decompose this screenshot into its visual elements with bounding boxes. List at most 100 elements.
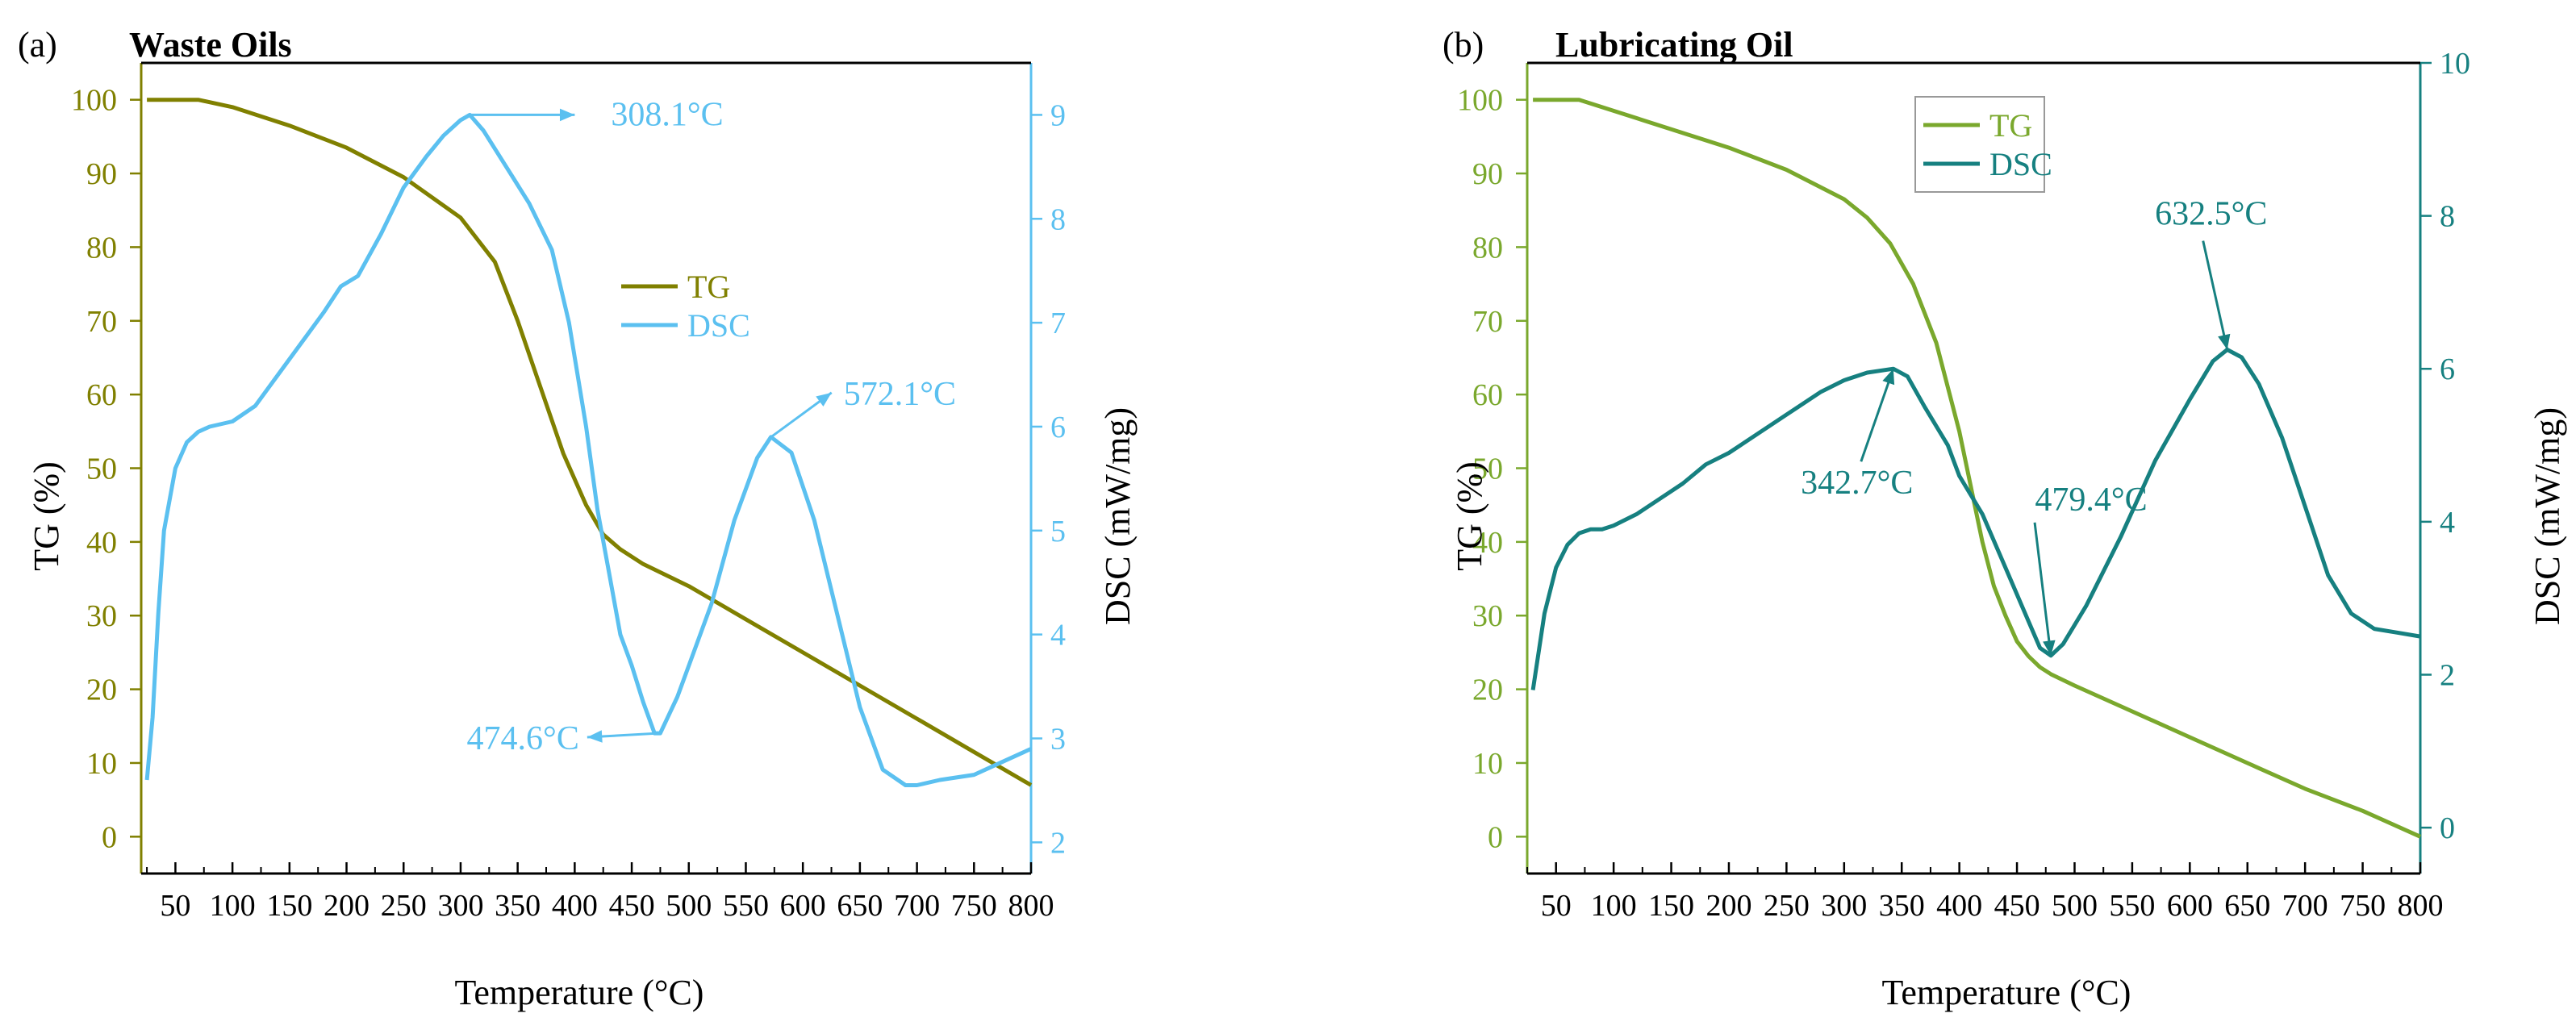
annotation-label: 632.5°C xyxy=(2155,196,2267,233)
right-tick-label: 0 xyxy=(2440,811,2455,845)
panel-a-waste-oils: (a) Waste Oils 50 100 150 200 250 300 350 400 45… xyxy=(18,25,1138,1012)
left-tick-label: 20 xyxy=(86,673,117,707)
x-tick-label: 250 xyxy=(1764,889,1810,923)
right-tick-label: 5 xyxy=(1050,515,1066,548)
series-line-dsc xyxy=(144,112,1033,787)
panel-b-tag: (b) xyxy=(1442,25,1484,65)
x-tick-label: 600 xyxy=(780,889,826,923)
x-tick-label: 100 xyxy=(1591,889,1637,923)
annotation-arrowhead xyxy=(816,392,832,407)
x-tick-label: 700 xyxy=(894,889,940,923)
left-tick-label: 20 xyxy=(1472,673,1503,707)
x-tick-label: 150 xyxy=(1648,889,1694,923)
left-tick-label: 80 xyxy=(1472,231,1503,265)
left-tick-label: 30 xyxy=(1472,599,1503,633)
left-tick-label: 90 xyxy=(86,157,117,191)
x-tick-label: 400 xyxy=(1936,889,1982,923)
annotation-arrowhead xyxy=(587,730,603,743)
series-line-dsc xyxy=(1530,348,2421,690)
panel-a-right-axis-title: DSC (mW/mg) xyxy=(1098,407,1138,625)
left-tick-label: 70 xyxy=(86,305,117,339)
legend-label-dsc: DSC xyxy=(1989,146,2052,182)
panel-b-right-axis-title: DSC (mW/mg) xyxy=(2528,407,2567,625)
left-tick-label: 50 xyxy=(1472,452,1503,486)
panel-b-x-axis-title: Temperature (°C) xyxy=(1882,973,2131,1012)
left-tick-label: 90 xyxy=(1472,157,1503,191)
x-tick-label: 350 xyxy=(495,889,541,923)
annotation-label: 342.7°C xyxy=(1801,465,1913,502)
right-tick-label: 9 xyxy=(1050,98,1066,132)
left-tick-label: 0 xyxy=(1488,820,1503,854)
panel-a-title: Waste Oils xyxy=(129,25,292,65)
x-tick-label: 400 xyxy=(552,889,598,923)
right-tick-label: 6 xyxy=(2440,352,2455,386)
right-tick-label: 8 xyxy=(1050,202,1066,236)
x-tick-label: 650 xyxy=(2224,889,2270,923)
x-tick-label: 450 xyxy=(1994,889,2040,923)
left-tick-label: 100 xyxy=(1457,84,1503,118)
left-tick-label: 10 xyxy=(86,747,117,781)
right-tick-label: 4 xyxy=(2440,506,2455,540)
legend-box xyxy=(1914,96,2045,193)
x-tick-label: 700 xyxy=(2282,889,2328,923)
x-tick-label: 250 xyxy=(381,889,427,923)
panel-a-tag: (a) xyxy=(18,25,57,65)
annotation-arrow xyxy=(2033,522,2052,656)
x-tick-label: 50 xyxy=(1541,889,1572,923)
annotation-arrowhead xyxy=(2043,640,2056,656)
annotation-arrowhead xyxy=(559,108,575,122)
right-tick-label: 2 xyxy=(2440,658,2455,692)
left-tick-label: 40 xyxy=(1472,526,1503,560)
series-line-tg xyxy=(147,98,1033,787)
x-tick-label: 300 xyxy=(1821,889,1867,923)
x-tick-label: 500 xyxy=(2052,889,2098,923)
right-tick-label: 7 xyxy=(1050,306,1066,340)
x-tick-label: 300 xyxy=(437,889,483,923)
right-tick-label: 3 xyxy=(1050,723,1066,757)
x-tick-label: 500 xyxy=(666,889,712,923)
x-tick-label: 800 xyxy=(2398,889,2444,923)
x-tick-label: 550 xyxy=(723,889,769,923)
panel-a-x-axis-title: Temperature (°C) xyxy=(455,973,704,1012)
annotation-arrowhead xyxy=(2218,333,2231,350)
right-tick-label: 6 xyxy=(1050,411,1066,444)
x-tick-label: 650 xyxy=(837,889,883,923)
panel-b-title: Lubricating Oil xyxy=(1555,25,1793,65)
left-tick-label: 70 xyxy=(1472,305,1503,339)
x-tick-label: 50 xyxy=(160,889,190,923)
annotation-label: 479.4°C xyxy=(2035,482,2147,519)
annotation-arrowhead xyxy=(1882,369,1895,386)
x-tick-label: 600 xyxy=(2167,889,2213,923)
annotation-label: 474.6°C xyxy=(467,720,579,757)
left-tick-label: 80 xyxy=(86,231,117,265)
panel-a-plot-area: 50 100 150 200 250 300 350 400 450 500 550 600 650 70… xyxy=(71,61,1066,923)
right-tick-label: 4 xyxy=(1050,619,1066,653)
x-tick-label: 800 xyxy=(1008,889,1054,923)
panel-b-left-axis-title: TG (%) xyxy=(1450,461,1489,571)
x-tick-label: 750 xyxy=(951,889,997,923)
right-tick-label: 2 xyxy=(1050,826,1066,860)
left-tick-label: 30 xyxy=(86,599,117,633)
panel-a-left-axis-title: TG (%) xyxy=(27,461,66,571)
left-tick-label: 50 xyxy=(86,452,117,486)
x-tick-label: 200 xyxy=(324,889,369,923)
left-tick-label: 0 xyxy=(102,820,117,854)
left-tick-label: 100 xyxy=(71,84,117,118)
legend-label-tg: TG xyxy=(687,269,730,305)
x-tick-label: 100 xyxy=(210,889,256,923)
legend-label-dsc: DSC xyxy=(687,307,750,344)
left-tick-label: 60 xyxy=(1472,378,1503,412)
x-tick-label: 550 xyxy=(2109,889,2155,923)
annotation-arrow xyxy=(1860,368,1895,462)
x-tick-label: 750 xyxy=(2340,889,2386,923)
right-tick-label: 8 xyxy=(2440,200,2455,234)
left-tick-label: 10 xyxy=(1472,747,1503,781)
left-tick-label: 60 xyxy=(86,378,117,412)
legend-label-tg: TG xyxy=(1989,107,2032,144)
x-tick-label: 350 xyxy=(1879,889,1925,923)
right-tick-label: 10 xyxy=(2440,47,2470,81)
left-tick-label: 40 xyxy=(86,526,117,560)
x-tick-label: 150 xyxy=(266,889,312,923)
series-line-tg xyxy=(1533,98,2422,839)
